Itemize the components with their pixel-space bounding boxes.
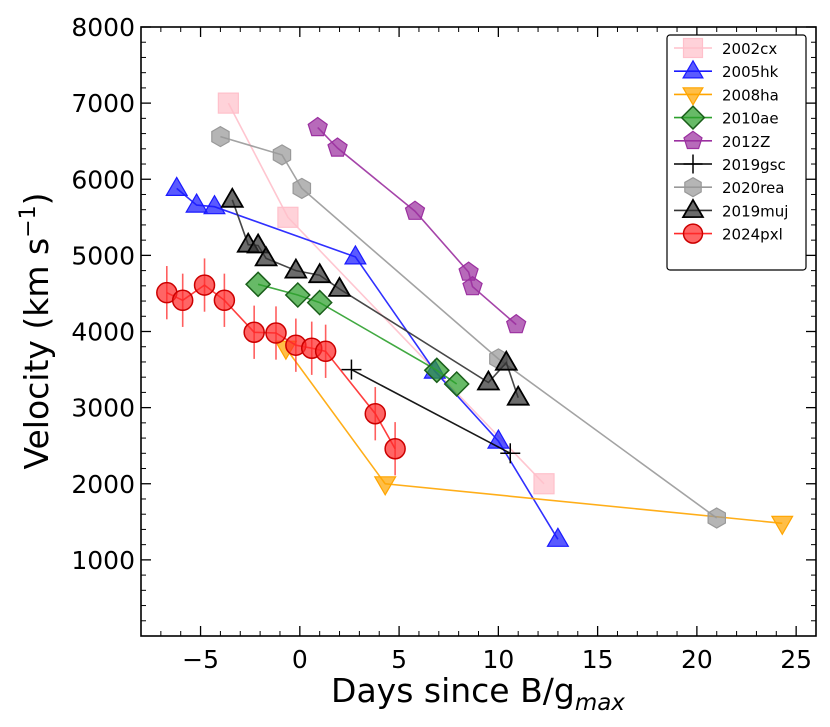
legend-marker-2024pxl: [682, 223, 704, 244]
legend-marker-2008ha: [682, 87, 704, 106]
legend-label: 2005hk: [722, 63, 779, 81]
data-point-2012Z: [404, 200, 426, 220]
plot-content: [156, 92, 794, 547]
data-point-2010ae: [306, 289, 333, 316]
x-tick-label: 25: [780, 645, 812, 674]
legend-marker-2002cx: [682, 37, 704, 59]
x-tick-label: 20: [681, 645, 713, 674]
data-point-2019muj: [327, 276, 352, 297]
series-2012Z: [307, 116, 527, 334]
legend-marker-2010ae: [680, 105, 706, 131]
x-tick-label: −5: [182, 645, 219, 674]
y-tick-label: 3000: [71, 394, 135, 423]
legend-label: 2012Z: [722, 133, 770, 151]
data-point-2012Z: [462, 275, 483, 296]
y-tick-label: 5000: [71, 241, 135, 270]
data-point-2024pxl: [364, 402, 387, 425]
series-line-2019muj: [231, 199, 519, 398]
data-point-2010ae: [284, 281, 311, 309]
y-tick-label: 6000: [71, 165, 135, 194]
data-point-2024pxl: [193, 274, 216, 296]
series-2019gsc: [341, 359, 521, 464]
data-point-2012Z: [307, 116, 328, 137]
data-point-2005hk: [165, 176, 189, 196]
legend-marker-2019gsc: [683, 154, 703, 174]
series-line-2024pxl: [166, 284, 396, 450]
data-point-2010ae: [423, 357, 450, 384]
data-point-2024pxl: [265, 322, 287, 344]
legend-label: 2020rea: [722, 179, 784, 197]
y-tick-label: 2000: [71, 470, 135, 499]
legend-label: 2008ha: [722, 86, 779, 104]
data-point-2019muj: [506, 384, 531, 406]
legend-label: 2024pxl: [722, 226, 783, 244]
series-2010ae: [245, 271, 470, 398]
series-2019muj: [220, 187, 531, 406]
data-point-2012Z: [327, 137, 348, 157]
series-2024pxl: [156, 258, 406, 476]
data-point-2005hk: [546, 527, 570, 547]
data-point-2024pxl: [213, 289, 236, 312]
axis-ticks: −5 0 5 10 15 20 25 1000 2000 3000 4000 5000 6000 7000…: [71, 13, 817, 674]
data-point-2019muj: [246, 232, 271, 254]
x-tick-label: 10: [482, 645, 514, 674]
legend-label: 2010ae: [722, 110, 779, 128]
data-point-2005hk: [203, 194, 226, 215]
y-tick-label: 8000: [71, 13, 135, 42]
data-point-2002cx: [533, 473, 555, 495]
data-point-2019gsc: [500, 443, 521, 464]
data-point-2019muj: [494, 349, 519, 371]
data-point-2008ha: [770, 515, 794, 536]
data-point-2020rea: [707, 507, 727, 529]
x-tick-label: 0: [292, 645, 308, 674]
y-tick-label: 1000: [71, 546, 135, 575]
data-point-2005hk: [343, 244, 367, 265]
legend: 2002cx 2005hk 2008ha 2010ae 2012Z 2019gsc 2020…: [666, 34, 807, 271]
data-point-2010ae: [443, 370, 470, 398]
legend-label: 2019muj: [722, 202, 788, 220]
data-point-2008ha: [373, 476, 397, 496]
legend-marker-2020rea: [684, 177, 702, 198]
y-axis-label: Velocity (km s−1): [16, 192, 56, 469]
data-point-2020rea: [211, 125, 230, 148]
legend-marker-2012Z: [683, 130, 703, 150]
data-point-2020rea: [272, 144, 292, 166]
data-point-2024pxl: [243, 321, 265, 344]
data-point-2019muj: [220, 187, 245, 208]
series-2005hk: [165, 176, 570, 547]
x-tick-label: 15: [582, 645, 614, 674]
series-2020rea: [211, 125, 727, 529]
data-point-2002cx: [277, 206, 299, 228]
x-axis-label: Days since B/gmax: [331, 671, 625, 716]
data-point-2019gsc: [341, 359, 362, 380]
legend-marker-2019muj: [681, 198, 705, 219]
legend-label: 2002cx: [722, 40, 777, 58]
legend-label: 2019gsc: [722, 156, 786, 174]
y-tick-label: 7000: [71, 89, 135, 118]
x-tick-label: 5: [391, 645, 407, 674]
series-line-2019gsc: [351, 368, 511, 455]
data-point-2019muj: [283, 257, 308, 279]
data-point-2019muj: [307, 262, 332, 284]
data-point-2020rea: [292, 177, 312, 200]
data-point-2024pxl: [384, 437, 406, 460]
data-point-2024pxl: [314, 340, 337, 363]
data-point-2002cx: [217, 92, 239, 114]
data-point-2024pxl: [171, 289, 194, 312]
data-point-2012Z: [505, 313, 527, 334]
data-point-2019muj: [254, 245, 279, 267]
data-point-2005hk: [185, 192, 209, 213]
y-tick-label: 4000: [71, 318, 135, 347]
legend-marker-2005hk: [682, 59, 704, 79]
data-point-2010ae: [245, 271, 272, 298]
data-point-2019muj: [476, 369, 501, 391]
